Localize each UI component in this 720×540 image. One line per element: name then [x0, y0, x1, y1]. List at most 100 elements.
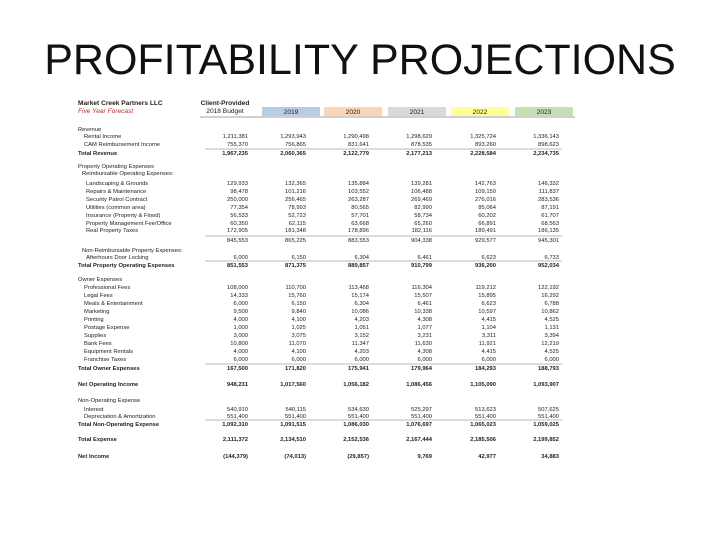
company-name: Market Creek Partners LLC [78, 100, 163, 107]
cell-value: 139,281 [411, 181, 432, 187]
cell-value: 1,025 [291, 325, 306, 331]
year-header-bg [451, 107, 509, 116]
column-header: 2020 [346, 109, 361, 116]
cell-value: 78,993 [288, 205, 306, 211]
cell-value: 11,347 [352, 341, 369, 347]
cell-value: 113,468 [348, 285, 369, 291]
row-label: Printing [84, 317, 104, 323]
cell-value: 263,287 [348, 197, 369, 203]
cell-value: 184,293 [475, 366, 497, 372]
cell-value: 2,177,213 [406, 151, 433, 157]
row-label: Marketing [84, 309, 109, 315]
cell-value: 756,865 [285, 142, 306, 148]
cell-value: 6,150 [291, 255, 306, 261]
cell-value: 1,091,515 [280, 422, 307, 428]
cell-value: 2,185,506 [470, 437, 497, 443]
cell-value: 6,000 [354, 357, 369, 363]
row-label: Rental Income [84, 134, 121, 140]
row-label: Reimbursable Operating Expenses: [82, 171, 174, 177]
cell-value: 1,967,235 [222, 151, 249, 157]
column-header: Client-Provided [201, 100, 250, 107]
cell-value: 871,375 [285, 263, 307, 269]
cell-value: 1,000 [233, 325, 248, 331]
cell-value: 6,000 [481, 357, 496, 363]
cell-value: 1,059,025 [533, 422, 560, 428]
cell-value: 9,840 [291, 309, 306, 315]
cell-value: 179,964 [411, 366, 433, 372]
cell-value: 6,788 [544, 301, 559, 307]
cell-value: 135,884 [348, 181, 370, 187]
cell-value: 14,333 [230, 293, 248, 299]
cell-value: 63,668 [351, 221, 369, 227]
row-label: Supplies [84, 333, 106, 339]
cell-value: 831,641 [348, 142, 369, 148]
cell-value: 1,336,143 [533, 134, 559, 140]
cell-value: 2,111,372 [223, 437, 248, 443]
cell-value: 540,115 [285, 407, 306, 413]
cell-value: 1,104 [481, 325, 496, 331]
column-header: 2019 [284, 109, 299, 116]
cell-value: 276,016 [475, 197, 496, 203]
cell-value: 52,723 [288, 213, 306, 219]
cell-value: 551,400 [538, 414, 559, 420]
row-label: Meals & Entertainment [84, 301, 143, 307]
cell-value: 10,800 [230, 341, 248, 347]
row-label: Total Owner Expenses [78, 366, 140, 372]
cell-value: 936,200 [475, 263, 496, 269]
cell-value: 525,297 [411, 407, 432, 413]
cell-value: 9,769 [417, 454, 432, 460]
row-label: Legal Fees [84, 293, 113, 299]
cell-value: 68,563 [541, 221, 559, 227]
cell-value: 4,100 [291, 317, 306, 323]
cell-value: 42,977 [478, 454, 496, 460]
cell-value: 4,203 [354, 349, 369, 355]
cell-value: 3,231 [417, 333, 432, 339]
cell-value: 6,000 [233, 255, 248, 261]
row-label: Total Property Operating Expenses [78, 263, 175, 269]
cell-value: 4,525 [544, 349, 559, 355]
cell-value: 755,370 [227, 142, 248, 148]
cell-value: 948,231 [227, 382, 249, 388]
cell-value: 182,116 [411, 228, 432, 234]
cell-value: 6,623 [481, 255, 496, 261]
row-label: Total Expense [78, 437, 118, 443]
cell-value: 6,461 [417, 255, 432, 261]
cell-value: 56,533 [230, 213, 248, 219]
cell-value: 551,400 [285, 414, 306, 420]
cell-value: 256,465 [285, 197, 306, 203]
cell-value: 101,216 [285, 189, 306, 195]
cell-value: 116,304 [411, 285, 432, 291]
row-label: Net Operating Income [78, 382, 139, 388]
cell-value: 11,921 [479, 341, 496, 347]
cell-value: 4,308 [417, 317, 432, 323]
cell-value: 6,150 [291, 301, 306, 307]
cell-value: 2,152,536 [343, 437, 370, 443]
cell-value: 3,000 [233, 333, 248, 339]
row-label: Non-Reimbursable Property Expenses: [82, 248, 183, 254]
cell-value: 1,086,030 [343, 422, 369, 428]
row-label: Interest [84, 407, 104, 413]
cell-value: 142,763 [475, 181, 496, 187]
cell-value: (29,857) [347, 454, 369, 460]
cell-value: 132,365 [285, 181, 306, 187]
year-header-bg [515, 107, 573, 116]
slide-title: PROFITABILITY PROJECTIONS [44, 36, 676, 84]
cell-value: 865,225 [285, 238, 306, 244]
cell-value: 540,910 [227, 407, 248, 413]
cell-value: 1,325,724 [470, 134, 497, 140]
column-header: 2018 Budget [206, 108, 244, 115]
cell-value: 6,000 [417, 357, 432, 363]
cell-value: 269,469 [411, 197, 432, 203]
cell-value: 111,837 [539, 189, 559, 195]
cell-value: 250,000 [227, 197, 248, 203]
row-label: Landscaping & Grounds [86, 181, 148, 187]
cell-value: 15,895 [478, 293, 496, 299]
cell-value: 910,799 [411, 263, 433, 269]
row-label: Security Patrol Contract [86, 197, 148, 203]
row-label: Non-Operating Expense [78, 398, 140, 404]
cell-value: 6,304 [354, 255, 369, 261]
row-label: Total Revenue [78, 151, 118, 157]
cell-value: (74,013) [284, 454, 306, 460]
row-label: Property Management Fee/Office [86, 221, 172, 227]
cell-value: 98,478 [230, 189, 248, 195]
